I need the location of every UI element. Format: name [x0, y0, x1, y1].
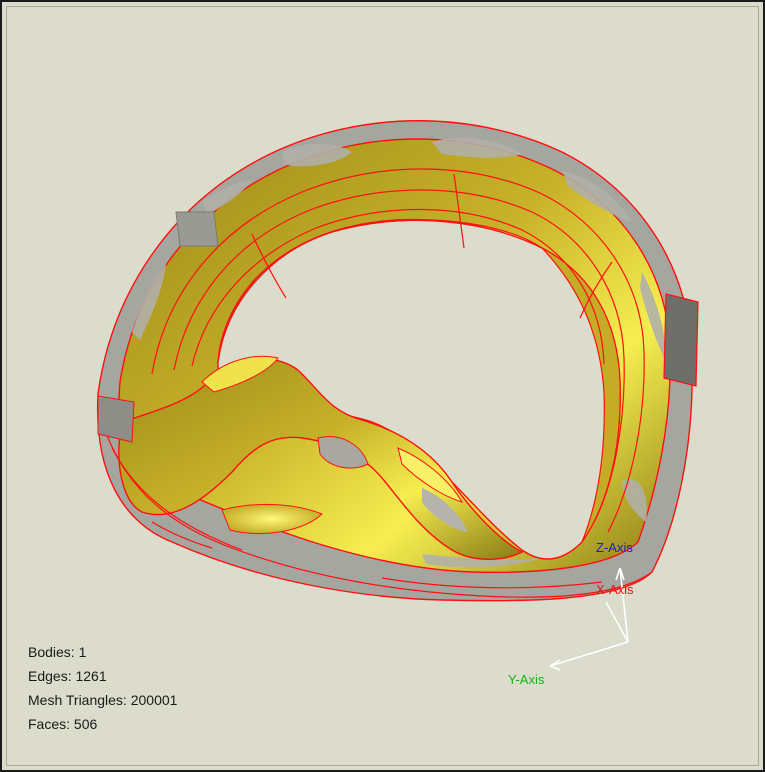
y-axis-label: Y-Axis — [508, 672, 545, 687]
left-tab — [175, 211, 219, 247]
stat-faces: Faces: 506 — [28, 716, 98, 732]
mesh-patches — [132, 137, 666, 568]
base-steps — [101, 421, 653, 598]
inner-wall-right — [541, 247, 621, 543]
y-axis-line — [549, 641, 629, 667]
axis-triad — [549, 567, 629, 671]
z-axis-label: Z-Axis — [596, 540, 633, 555]
x-axis-label: X-Axis — [596, 582, 634, 597]
stat-bodies: Bodies: 1 — [28, 644, 87, 660]
model-stats: Bodies: 1 Edges: 1261 Mesh Triangles: 20… — [28, 640, 177, 736]
x-axis-line — [605, 601, 629, 643]
front-strap — [118, 355, 524, 560]
inner-wall-top — [217, 218, 543, 363]
edge-loops — [151, 168, 645, 533]
left-lower-tab — [97, 395, 135, 443]
stat-mesh-triangles: Mesh Triangles: 200001 — [28, 692, 178, 708]
z-axis-line — [619, 567, 629, 643]
stat-edges: Edges: 1261 — [28, 668, 107, 684]
right-tab — [663, 293, 699, 387]
